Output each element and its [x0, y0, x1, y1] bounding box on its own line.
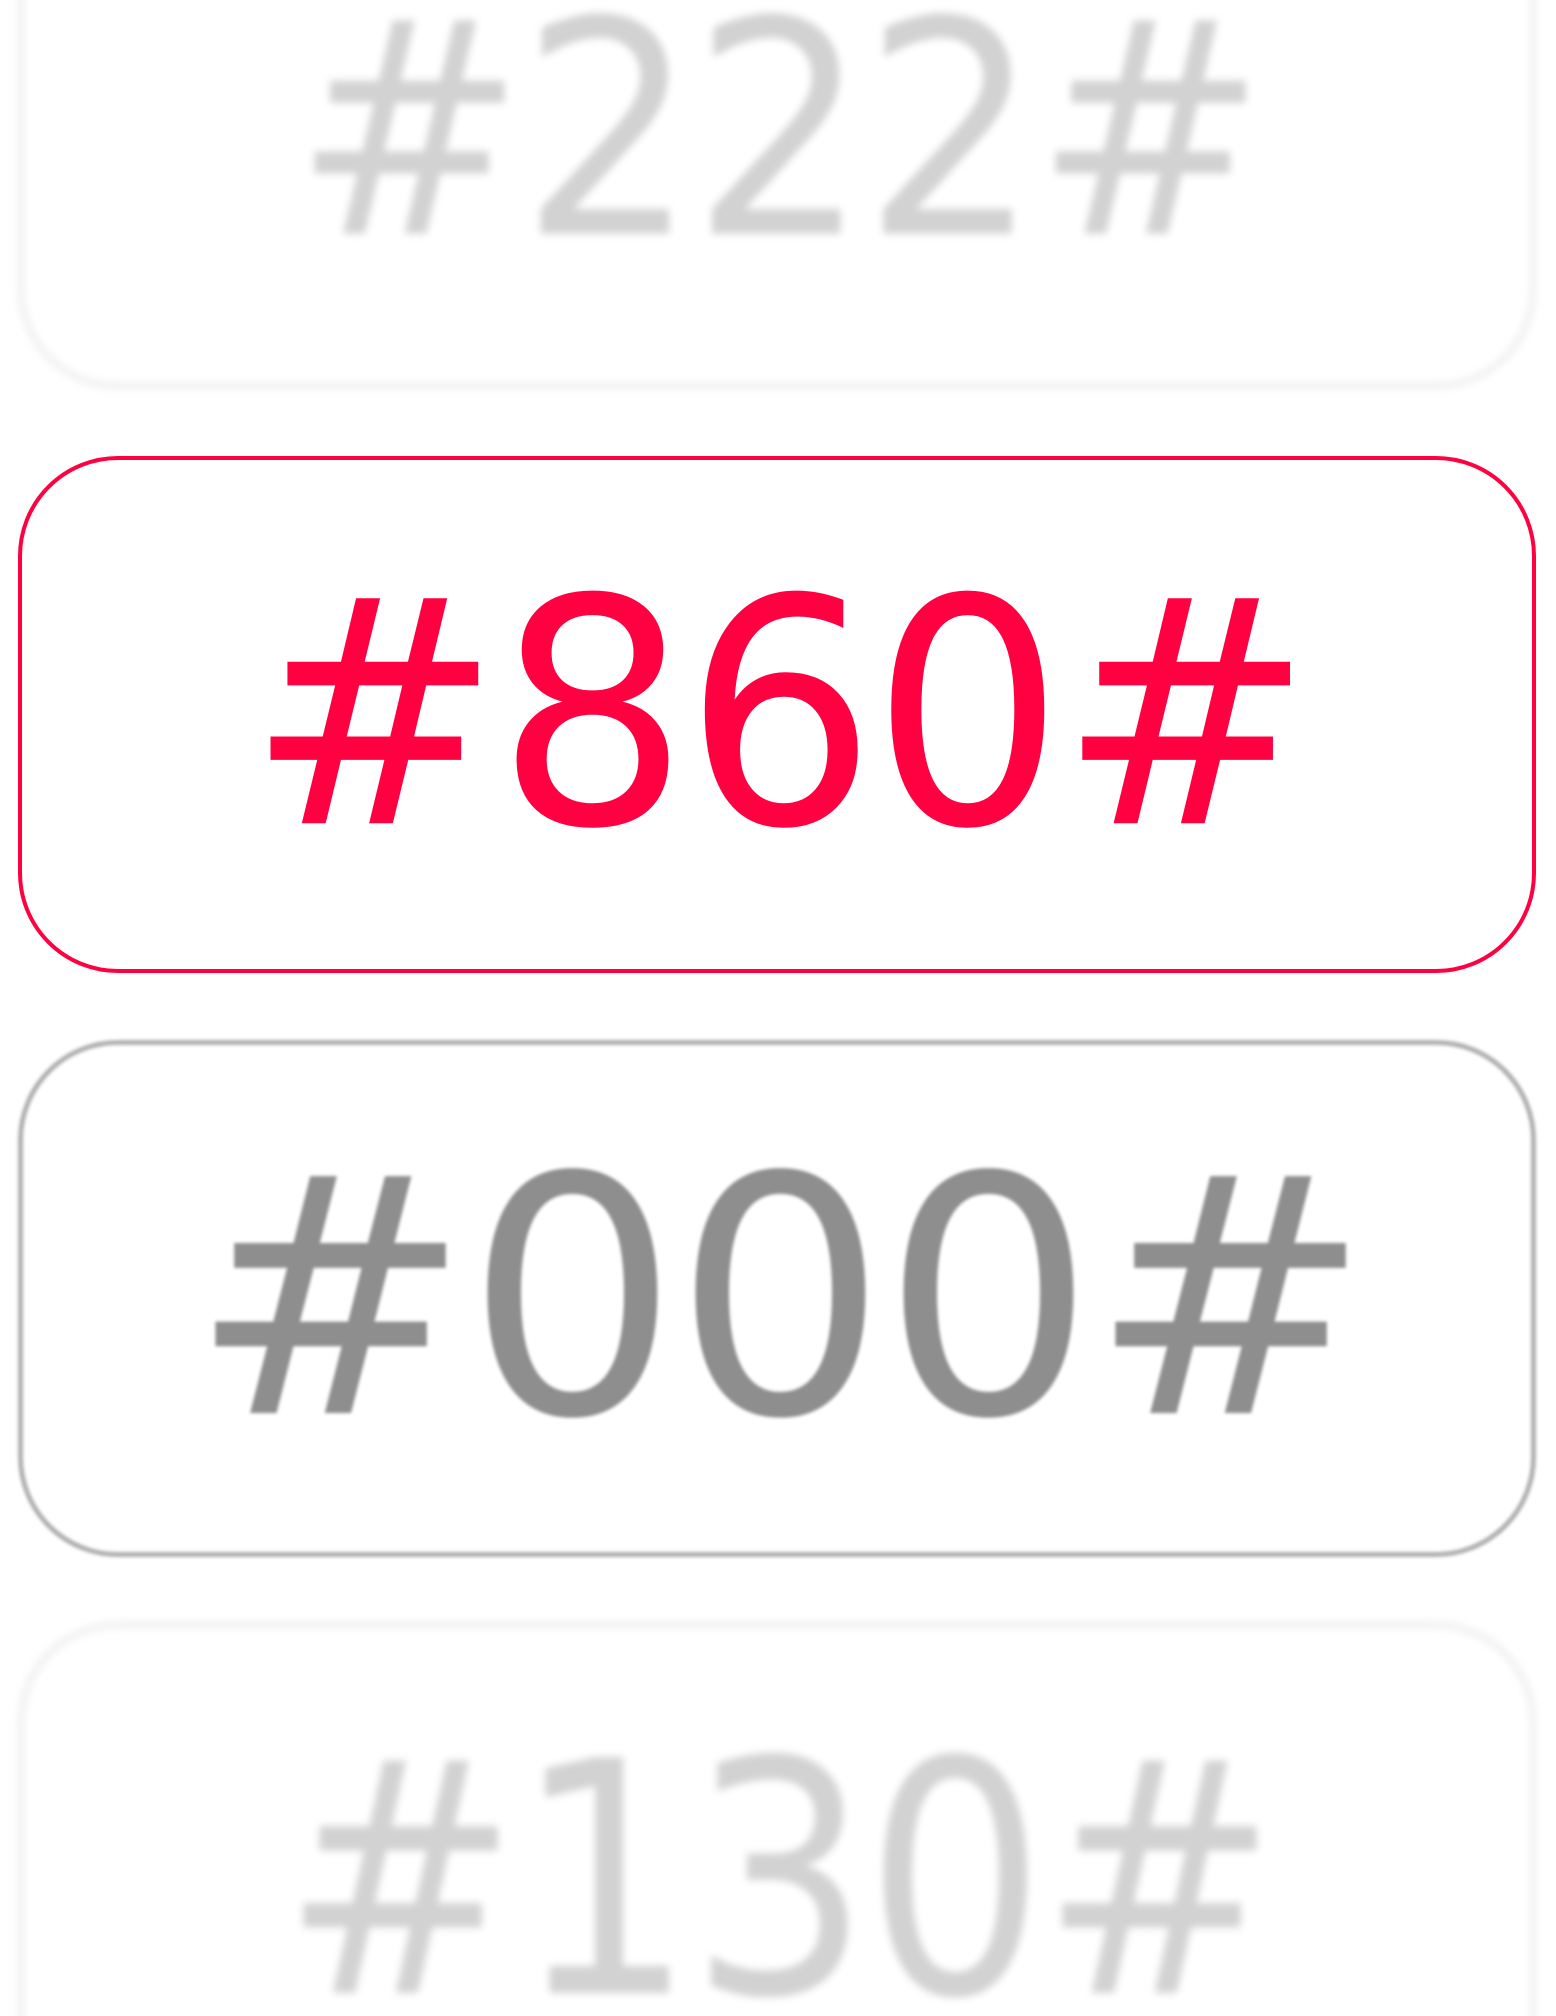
selected-code-label: #860#: [246, 532, 1313, 897]
code-option-label: #130#: [281, 1692, 1278, 2016]
code-option-label: #222#: [292, 0, 1266, 304]
code-option-card[interactable]: #222#: [18, 0, 1536, 389]
selected-code-option-card[interactable]: #860#: [18, 456, 1536, 973]
code-option-label: #000#: [189, 1106, 1371, 1491]
code-option-card[interactable]: #000#: [18, 1040, 1536, 1557]
code-option-card[interactable]: #130#: [18, 1622, 1536, 2016]
